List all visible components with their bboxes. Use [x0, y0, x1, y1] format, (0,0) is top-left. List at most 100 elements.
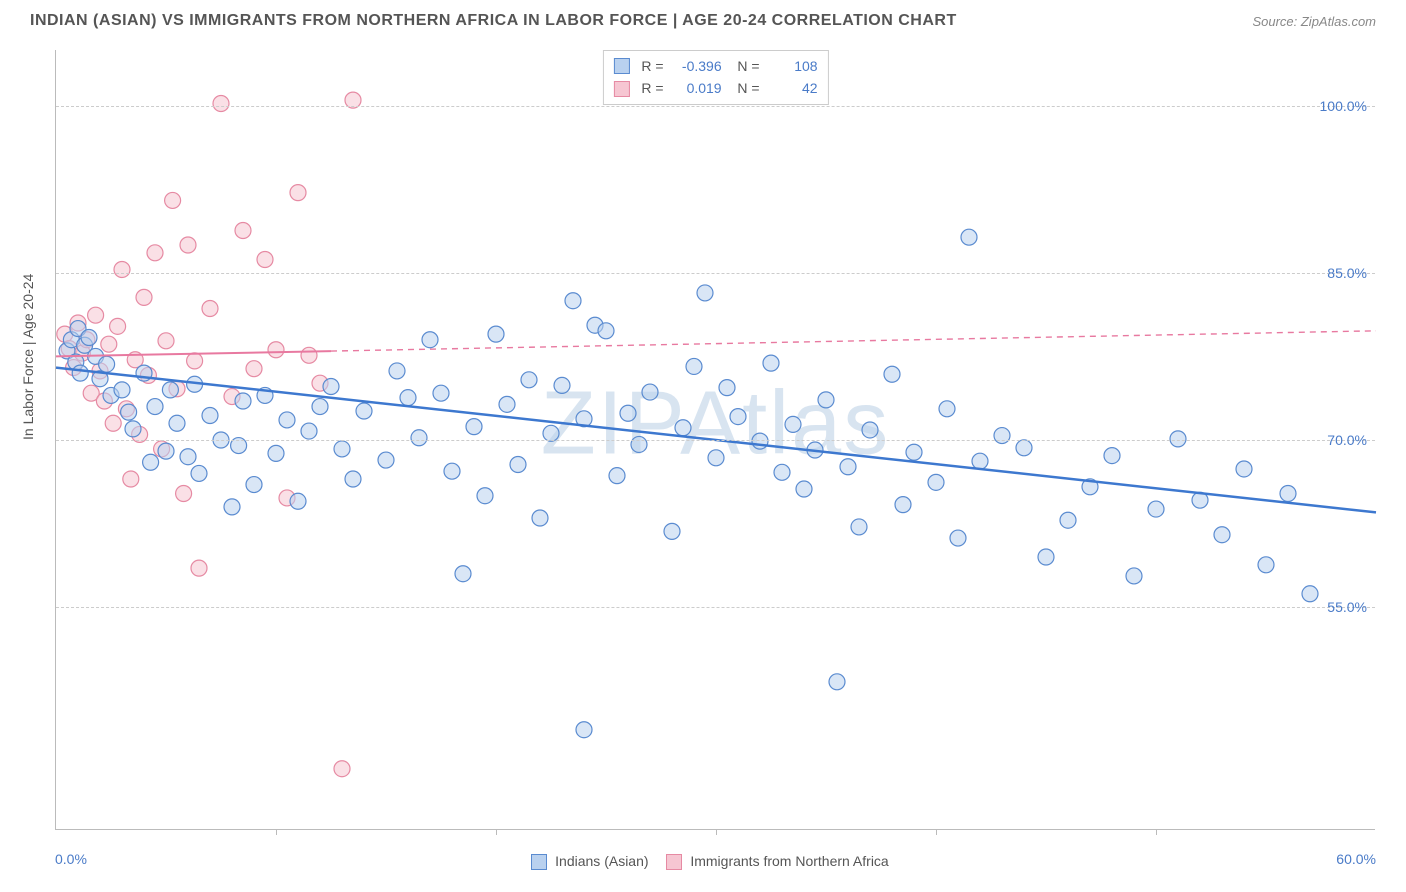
legend-label-northern-africa: Immigrants from Northern Africa	[690, 853, 888, 869]
data-point	[356, 403, 372, 419]
data-point	[213, 95, 229, 111]
gridline	[56, 106, 1375, 107]
bottom-legend: Indians (Asian) Immigrants from Northern…	[0, 853, 1406, 870]
data-point	[1016, 440, 1032, 456]
data-point	[697, 285, 713, 301]
stats-swatch-1	[613, 58, 629, 74]
stats-row-1: R = -0.396 N = 108	[613, 55, 817, 77]
data-point	[88, 307, 104, 323]
data-point	[279, 412, 295, 428]
data-point	[631, 436, 647, 452]
data-point	[521, 372, 537, 388]
stats-n-label: N =	[730, 55, 760, 77]
data-point	[191, 560, 207, 576]
data-point	[444, 463, 460, 479]
data-point	[147, 245, 163, 261]
data-point	[1214, 527, 1230, 543]
stats-n-value-2: 42	[768, 77, 818, 99]
data-point	[906, 444, 922, 460]
data-point	[455, 566, 471, 582]
gridline	[56, 273, 1375, 274]
data-point	[752, 433, 768, 449]
data-point	[1038, 549, 1054, 565]
x-tick	[496, 829, 497, 835]
data-point	[477, 488, 493, 504]
data-point	[763, 355, 779, 371]
data-point	[202, 407, 218, 423]
data-point	[774, 464, 790, 480]
data-point	[323, 379, 339, 395]
y-tick-label: 70.0%	[1327, 432, 1367, 448]
data-point	[1258, 557, 1274, 573]
data-point	[620, 405, 636, 421]
data-point	[301, 423, 317, 439]
data-point	[488, 326, 504, 342]
data-point	[114, 262, 130, 278]
data-point	[1126, 568, 1142, 584]
data-point	[268, 445, 284, 461]
data-point	[99, 356, 115, 372]
data-point	[246, 361, 262, 377]
data-point	[884, 366, 900, 382]
stats-r-label: R =	[641, 77, 663, 99]
data-point	[939, 401, 955, 417]
source-label: Source: ZipAtlas.com	[1252, 14, 1376, 29]
data-point	[818, 392, 834, 408]
data-point	[235, 393, 251, 409]
data-point	[565, 293, 581, 309]
data-point	[994, 428, 1010, 444]
data-point	[554, 377, 570, 393]
data-point	[829, 674, 845, 690]
data-point	[158, 333, 174, 349]
data-point	[257, 251, 273, 267]
stats-n-label: N =	[730, 77, 760, 99]
gridline	[56, 607, 1375, 608]
correlation-stats-box: R = -0.396 N = 108 R = 0.019 N = 42	[602, 50, 828, 105]
data-point	[176, 485, 192, 501]
data-point	[158, 443, 174, 459]
data-point	[143, 454, 159, 470]
chart-header: INDIAN (ASIAN) VS IMMIGRANTS FROM NORTHE…	[0, 0, 1406, 38]
data-point	[202, 301, 218, 317]
data-point	[972, 453, 988, 469]
data-point	[334, 441, 350, 457]
data-point	[147, 399, 163, 415]
data-point	[895, 497, 911, 513]
data-point	[609, 468, 625, 484]
data-point	[169, 415, 185, 431]
data-point	[389, 363, 405, 379]
data-point	[1148, 501, 1164, 517]
data-point	[162, 382, 178, 398]
data-point	[101, 336, 117, 352]
data-point	[532, 510, 548, 526]
data-point	[950, 530, 966, 546]
data-point	[345, 471, 361, 487]
legend-swatch-indians	[531, 854, 547, 870]
data-point	[1302, 586, 1318, 602]
stats-r-value-1: -0.396	[672, 55, 722, 77]
data-point	[114, 382, 130, 398]
data-point	[422, 332, 438, 348]
stats-r-value-2: 0.019	[672, 77, 722, 99]
data-point	[1236, 461, 1252, 477]
data-point	[105, 415, 121, 431]
data-point	[121, 404, 137, 420]
data-point	[1170, 431, 1186, 447]
data-point	[235, 223, 251, 239]
data-point	[180, 237, 196, 253]
data-point	[928, 474, 944, 490]
data-point	[499, 396, 515, 412]
chart-title: INDIAN (ASIAN) VS IMMIGRANTS FROM NORTHE…	[30, 12, 957, 30]
data-point	[110, 318, 126, 334]
data-point	[730, 409, 746, 425]
data-point	[268, 342, 284, 358]
data-point	[785, 416, 801, 432]
data-point	[642, 384, 658, 400]
data-point	[180, 449, 196, 465]
data-point	[290, 493, 306, 509]
data-point	[312, 399, 328, 415]
data-point	[72, 365, 88, 381]
data-point	[246, 477, 262, 493]
data-point	[840, 459, 856, 475]
y-axis-title: In Labor Force | Age 20-24	[20, 274, 36, 440]
